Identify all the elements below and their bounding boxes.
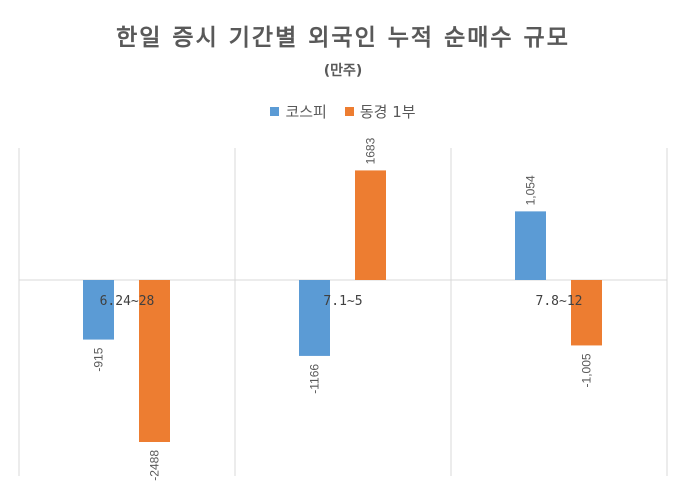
category-label: 7.8~12 [536,294,583,309]
data-label: 1,054 [524,175,538,205]
data-label: -915 [92,347,106,371]
bar [515,211,546,280]
bar [355,170,386,280]
data-label: 1683 [364,137,378,164]
legend-swatch-kospi [270,107,280,116]
bar [299,280,330,356]
chart-title: 한일 증시 기간별 외국인 누적 순매수 규모 [116,25,570,51]
category-label: 7.1~5 [323,294,362,309]
data-label: -2488 [148,450,162,481]
legend-swatch-tokyo [344,107,354,116]
data-label: -1,005 [580,353,594,387]
bar [83,280,114,340]
legend-item-tokyo: 동경 1부 [344,101,416,122]
category-label: 6.24~28 [100,294,155,309]
chart-subtitle: (만주) [323,63,363,79]
bar [571,280,602,346]
bar [139,280,170,442]
legend-item-kospi: 코스피 [270,101,327,122]
legend-label-kospi: 코스피 [285,103,327,121]
legend-label-tokyo: 동경 1부 [359,103,416,121]
chart-legend: 코스피 동경 1부 [0,101,686,122]
data-label: -1166 [308,364,322,394]
